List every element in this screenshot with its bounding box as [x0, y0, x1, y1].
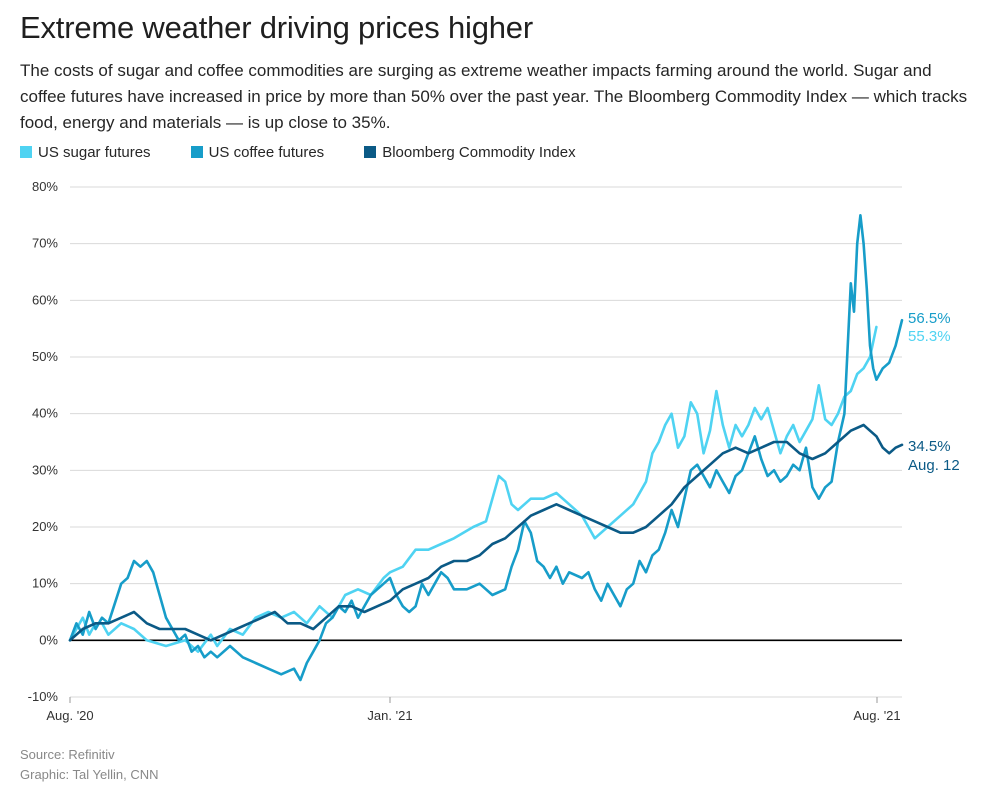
end-label-date: Aug. 12: [908, 457, 960, 474]
y-tick-label: 50%: [32, 349, 58, 364]
graphic-credit: Graphic: Tal Yellin, CNN: [20, 767, 159, 782]
series-line-coffee: [68, 214, 904, 682]
y-tick-label: 0%: [39, 632, 58, 647]
legend-label-bloomberg: Bloomberg Commodity Index: [382, 143, 576, 161]
x-tick-label: Jan. '21: [367, 708, 412, 723]
end-label-bloomberg: 34.5%: [908, 438, 951, 455]
y-tick-label: 80%: [32, 179, 58, 194]
source-credit: Source: Refinitiv: [20, 747, 115, 762]
end-label-sugar: 55.3%: [908, 328, 951, 345]
end-label-coffee: 56.5%: [908, 310, 951, 327]
y-tick-label: 20%: [32, 519, 58, 534]
y-tick-label: 10%: [32, 576, 58, 591]
x-tick-label: Aug. '20: [46, 708, 93, 723]
y-axis-tick-labels: -10% 0% 10% 20% 30% 40% 50% 60% 70% 80%: [28, 179, 59, 704]
x-axis: Aug. '20 Jan. '21 Aug. '21: [46, 697, 901, 723]
chart-legend: US sugar futures US coffee futures Bloom…: [20, 142, 616, 162]
y-tick-label: -10%: [28, 689, 59, 704]
chart-subtitle: The costs of sugar and coffee commoditie…: [20, 61, 968, 132]
end-annotations: 56.5% 55.3% 34.5% Aug. 12: [908, 310, 960, 474]
chart-title: Extreme weather driving prices higher: [20, 10, 533, 45]
legend-item-bloomberg: Bloomberg Commodity Index: [364, 143, 576, 161]
legend-label-sugar: US sugar futures: [38, 143, 151, 161]
legend-item-sugar: US sugar futures: [20, 144, 151, 161]
y-tick-label: 60%: [32, 292, 58, 307]
legend-swatch-bloomberg: [364, 146, 377, 158]
y-tick-label: 40%: [32, 406, 58, 421]
series-lines: [68, 214, 904, 682]
legend-swatch-sugar: [20, 146, 32, 158]
series-line-sugar: [68, 325, 878, 653]
series-line-bloomberg: [68, 423, 904, 642]
y-tick-label: 70%: [32, 236, 58, 251]
legend-label-coffee: US coffee futures: [208, 143, 325, 161]
y-tick-label: 30%: [32, 462, 58, 477]
legend-item-coffee: US coffee futures: [190, 143, 325, 161]
x-tick-label: Aug. '21: [853, 708, 900, 723]
chart-footer: Source: Refinitiv Graphic: Tal Yellin, C…: [20, 745, 159, 785]
legend-swatch-coffee: [190, 146, 203, 158]
gridlines: [70, 186, 902, 698]
